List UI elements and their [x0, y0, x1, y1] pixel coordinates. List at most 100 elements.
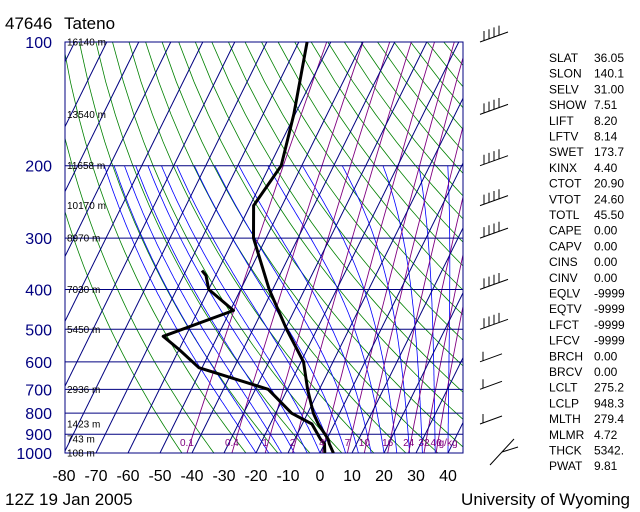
temperature-tick-label: -60	[116, 468, 139, 485]
mixing-ratio-line	[423, 252, 463, 453]
index-value: 173.7	[594, 145, 624, 159]
mixing-ratio-line	[363, 56, 463, 453]
isotherm-line	[351, 226, 463, 453]
index-value: 4.40	[594, 161, 618, 175]
pressure-tick-label: 800	[25, 406, 52, 423]
dry-adiabat-line	[244, 42, 463, 341]
index-name: SHOW	[549, 98, 587, 112]
moist-adiabat-line	[135, 165, 295, 453]
isotherm-line	[415, 356, 463, 453]
dry-adiabat-line	[65, 136, 215, 453]
height-label: 7030 m	[67, 285, 100, 296]
index-name: SELV	[549, 82, 579, 96]
wind-barb	[479, 149, 509, 167]
index-value: 275.2	[594, 381, 624, 395]
wind-barb-shaft	[479, 278, 509, 290]
mixing-ratio-labels: 0.1 0.4 1 2 4 7 10 16 24 32 40g/kg	[180, 438, 458, 449]
index-name: KINX	[549, 161, 577, 175]
moist-adiabat-line	[447, 165, 451, 453]
temperature-tick-label: -20	[244, 468, 267, 485]
isotherm-line	[65, 42, 172, 258]
temperature-tick-label: 10	[343, 468, 361, 485]
index-name: MLMR	[549, 428, 585, 442]
sounding-time: 12Z 19 Jan 2005	[5, 490, 133, 509]
pressure-tick-label: 900	[25, 427, 52, 444]
mixing-ratio-line	[321, 42, 435, 453]
dry-adiabat-line	[65, 210, 183, 453]
dry-adiabat-line	[178, 42, 463, 448]
index-name: PWAT	[549, 459, 583, 473]
index-value: 8.14	[594, 130, 618, 144]
mixing-ratio-label: g/kg	[439, 438, 458, 449]
index-value: 36.05	[594, 51, 624, 65]
moist-adiabat-line	[302, 165, 398, 453]
dry-adiabat-line	[65, 51, 247, 453]
dry-adiabat-line	[228, 42, 463, 367]
height-label: 8970 m	[67, 234, 100, 245]
profiles	[161, 42, 335, 453]
mixing-ratio-line	[435, 304, 463, 453]
mixing-ratio-label: 7	[345, 438, 351, 449]
index-name: CAPV	[549, 239, 582, 253]
wind-barb-shaft	[479, 195, 509, 207]
index-value: 0.00	[594, 365, 618, 379]
index-name: CINV	[549, 271, 578, 285]
stability-indices: SLAT 36.05 SLON 140.1 SELV 31.00 SHOW 7.51 LIFT 8…	[549, 51, 625, 473]
mixing-ratio-line	[346, 42, 455, 453]
isotherm-line	[223, 42, 428, 453]
height-labels: 16140 m 13540 m 11658 m 10170 m 8970 m 7030 m…	[67, 38, 106, 460]
isotherm-line	[319, 162, 463, 453]
index-name: SWET	[549, 145, 584, 159]
wind-barb-shaft	[479, 31, 509, 43]
dry-adiabat-line	[294, 42, 463, 267]
index-name: EQTV	[549, 302, 582, 316]
index-value: 948.3	[594, 396, 624, 410]
temperature-axis: -80 -70 -60 -50 -40 -30 -20 -10 0 10 20 30 40	[52, 468, 457, 485]
index-name: MLTH	[549, 412, 581, 426]
index-value: 279.4	[594, 412, 624, 426]
mixing-ratio-label: 32	[418, 438, 430, 449]
pressure-tick-label: 1000	[16, 446, 52, 463]
pressure-tick-label: 700	[25, 382, 52, 399]
index-value: 45.50	[594, 208, 624, 222]
index-name: TOTL	[549, 208, 580, 222]
index-value: 5342.	[594, 444, 624, 458]
pressure-tick-label: 500	[25, 322, 52, 339]
mixing-ratio-label: 4	[319, 438, 325, 449]
height-label: 16140 m	[67, 38, 106, 49]
moist-adiabat-line	[341, 165, 410, 453]
height-label: 10170 m	[67, 201, 106, 212]
temperature-tick-label: -30	[212, 468, 235, 485]
pressure-axis: 100 200 300 400 500 600 700 800 900 1000	[16, 35, 52, 463]
index-name: THCK	[549, 444, 582, 458]
temperature-tick-label: 0	[316, 468, 325, 485]
index-name: CAPE	[549, 224, 582, 238]
index-value: -9999	[594, 334, 625, 348]
isotherm-line	[191, 42, 396, 453]
temperature-tick-label: -50	[148, 468, 171, 485]
mixing-ratio-line	[264, 42, 391, 453]
wind-barb-shaft	[479, 155, 509, 167]
height-label: 108 m	[67, 449, 95, 460]
mixing-ratio-label: 0.1	[180, 438, 194, 449]
mixing-ratio-label: 10	[359, 438, 371, 449]
isotherms	[65, 42, 463, 453]
plot-frame	[64, 41, 464, 454]
wind-barb-flag	[501, 446, 519, 453]
wind-barb	[479, 189, 509, 207]
isobars	[65, 41, 463, 454]
wind-barb	[479, 25, 509, 43]
pressure-tick-label: 100	[25, 35, 52, 52]
temperature-tick-label: 20	[375, 468, 393, 485]
wind-barb-shaft	[479, 227, 509, 239]
index-name: LIFT	[549, 114, 574, 128]
index-value: 4.72	[594, 428, 618, 442]
isotherm-line	[383, 291, 463, 453]
index-value: -9999	[594, 318, 625, 332]
height-label: 2936 m	[67, 385, 100, 396]
index-value: 31.00	[594, 82, 624, 96]
height-label: 13540 m	[67, 110, 106, 121]
mixing-ratio-label: 0.4	[225, 438, 239, 449]
wind-barb	[479, 272, 509, 290]
